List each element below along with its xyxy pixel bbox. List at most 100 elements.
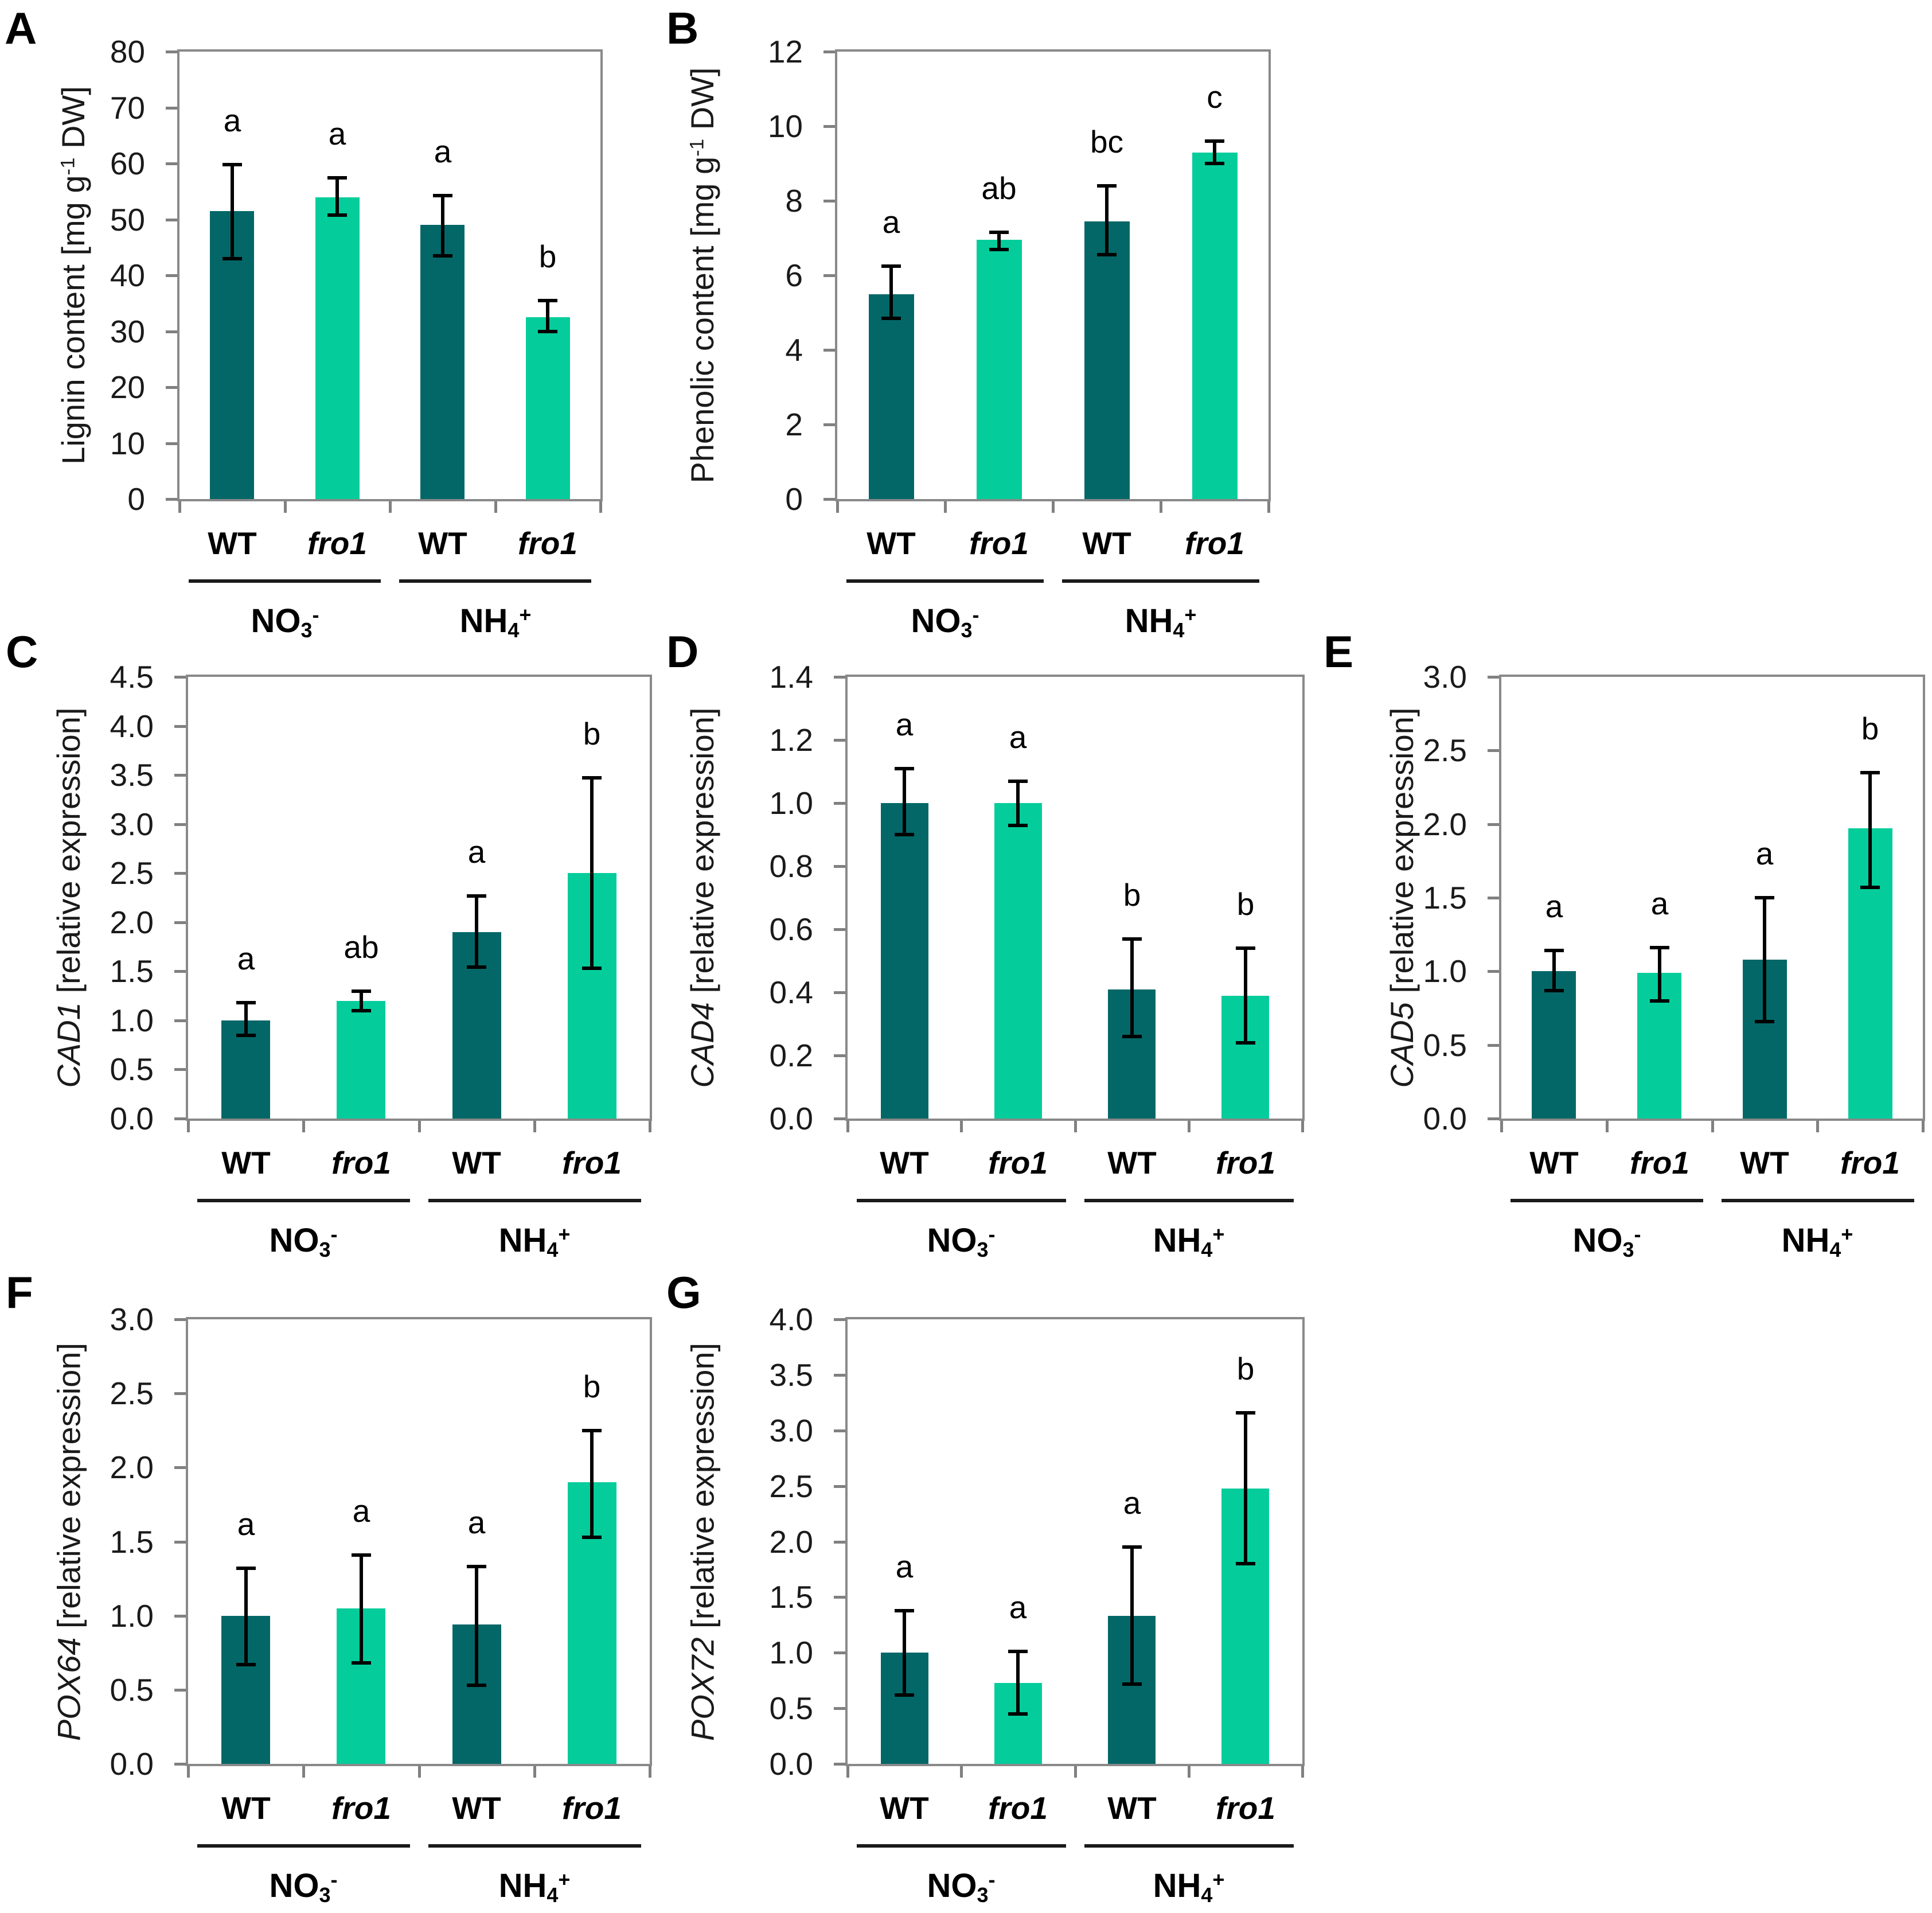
- error-cap-top: [895, 1609, 914, 1612]
- y-tick-mark: [166, 274, 177, 277]
- error-cap-top: [1122, 1545, 1142, 1549]
- error-cap-top: [352, 989, 371, 993]
- sig-letter: a: [328, 116, 346, 151]
- x-category-label-wt-nh4: WT: [1082, 525, 1131, 561]
- x-tick-mark: [944, 501, 947, 513]
- x-category-label-wt-nh4: WT: [452, 1145, 501, 1180]
- y-tick-label: 1.0: [1423, 953, 1467, 989]
- x-category-label-fro1-nh4: fro1: [1216, 1790, 1275, 1826]
- panel-letter: G: [666, 1267, 701, 1318]
- x-tick-mark: [960, 1766, 963, 1778]
- error-cap-bottom: [895, 1693, 914, 1697]
- error-bar: [1868, 773, 1872, 887]
- error-bar: [1763, 898, 1766, 1022]
- y-tick-mark: [174, 1019, 186, 1022]
- x-tick-mark: [960, 1121, 963, 1132]
- error-cap-top: [989, 231, 1009, 234]
- panel-e: E CAD5 [relative expression] 0.0 0.5 1.0 1.5 2…: [1307, 622, 1932, 1276]
- error-cap-bottom: [1097, 253, 1117, 256]
- group-label: NO3-: [927, 1867, 996, 1907]
- y-tick-mark: [174, 1689, 186, 1692]
- sig-letter: a: [1009, 719, 1027, 755]
- x-category-label-fro1-nh4: fro1: [1840, 1145, 1900, 1180]
- y-tick-label: 70: [110, 90, 145, 126]
- y-tick-label: 8: [785, 183, 803, 219]
- panel-letter: C: [6, 626, 38, 677]
- y-tick-mark: [174, 872, 186, 875]
- sig-letter: a: [434, 134, 452, 169]
- error-cap-top: [433, 194, 452, 197]
- error-bar: [1016, 1651, 1020, 1714]
- error-bar: [1105, 186, 1109, 255]
- y-tick-mark: [1488, 1117, 1499, 1120]
- y-tick-mark: [174, 823, 186, 826]
- x-tick-mark: [187, 1121, 190, 1132]
- error-cap-bottom: [1122, 1682, 1142, 1686]
- error-cap-bottom: [1755, 1020, 1774, 1023]
- x-category-label-wt-no3: WT: [208, 525, 257, 561]
- y-tick-label: 60: [110, 146, 145, 181]
- error-bar: [244, 1568, 248, 1665]
- group-label: NH4+: [1153, 1867, 1225, 1907]
- x-category-label-wt-nh4: WT: [418, 525, 467, 561]
- x-category-label-fro1-nh4: fro1: [562, 1790, 622, 1826]
- x-category-label-fro1-no3: fro1: [969, 525, 1029, 561]
- y-tick-mark: [174, 1068, 186, 1071]
- error-bar: [546, 301, 549, 332]
- error-cap-bottom: [538, 330, 557, 333]
- y-tick-mark: [174, 774, 186, 777]
- x-category-label-fro1-no3: fro1: [307, 525, 367, 561]
- y-tick-mark: [166, 498, 177, 501]
- group-underline: [428, 1199, 641, 1202]
- y-tick-mark: [174, 1117, 186, 1120]
- sig-letter: a: [223, 103, 241, 138]
- y-tick-label: 2: [785, 407, 803, 442]
- bar-fro1-no3: [977, 240, 1022, 499]
- y-tick-label: 0: [785, 481, 803, 517]
- error-cap-top: [236, 1001, 256, 1004]
- error-cap-bottom: [1650, 999, 1669, 1003]
- error-cap-bottom: [467, 1684, 486, 1687]
- error-cap-top: [1205, 139, 1224, 143]
- y-tick-label: 3.5: [110, 757, 154, 793]
- y-tick-mark: [174, 1763, 186, 1766]
- error-cap-bottom: [236, 1663, 256, 1666]
- x-tick-mark: [302, 1121, 305, 1132]
- group-label: NO3-: [911, 602, 979, 642]
- y-tick-label: 1.0: [769, 785, 813, 821]
- error-cap-top: [467, 1565, 486, 1568]
- group-underline: [1084, 1199, 1294, 1202]
- error-cap-bottom: [1205, 162, 1224, 165]
- plot-frame: [186, 675, 652, 1121]
- x-category-label-fro1-no3: fro1: [331, 1790, 391, 1826]
- y-tick-label: 1.2: [769, 722, 813, 758]
- x-category-label-wt-nh4: WT: [452, 1790, 501, 1826]
- y-tick-label: 0.5: [110, 1051, 154, 1087]
- error-cap-bottom: [352, 1009, 371, 1012]
- panel-letter: D: [666, 626, 699, 677]
- y-tick-mark: [166, 442, 177, 445]
- sig-letter: a: [895, 1549, 914, 1584]
- y-tick-mark: [174, 725, 186, 728]
- x-tick-mark: [1816, 1121, 1819, 1132]
- plot-frame: [186, 1317, 652, 1766]
- y-tick-mark: [834, 1763, 845, 1766]
- y-tick-label: 0: [127, 481, 145, 517]
- y-tick-mark: [174, 1392, 186, 1395]
- y-tick-mark: [834, 676, 845, 679]
- x-tick-mark: [418, 1766, 421, 1778]
- sig-letter: a: [467, 834, 486, 870]
- plot-frame: [845, 1317, 1305, 1766]
- sig-letter: b: [1861, 711, 1879, 746]
- panel-d: D CAD4 [relative expression] 0.0 0.2 0.4 0.6 0…: [659, 622, 1328, 1276]
- y-tick-label: 40: [110, 258, 145, 293]
- y-tick-label: 0.5: [769, 1690, 813, 1726]
- error-cap-bottom: [1544, 989, 1564, 992]
- y-tick-mark: [834, 1117, 845, 1120]
- x-category-label-fro1-nh4: fro1: [562, 1145, 622, 1180]
- panel-g: G POX72 [relative expression] 0.0 0.5 1.0 1.5…: [659, 1262, 1328, 1913]
- bar-wt-nh4: [1084, 221, 1130, 499]
- y-tick-mark: [823, 349, 835, 352]
- y-tick-mark: [834, 1596, 845, 1599]
- y-tick-label: 10: [110, 426, 145, 461]
